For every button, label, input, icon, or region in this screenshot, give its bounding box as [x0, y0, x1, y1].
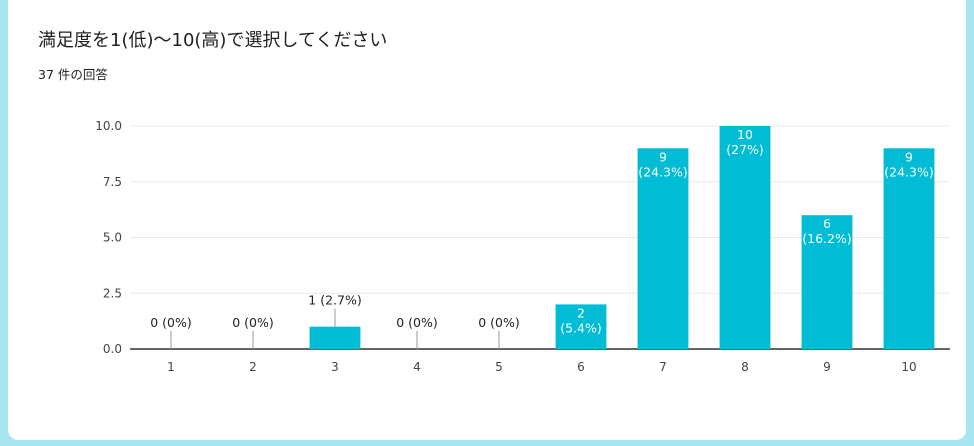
data-label: 10 (27%): [726, 127, 764, 157]
x-tick-label: 1: [167, 360, 175, 374]
x-tick-label: 9: [823, 360, 831, 374]
x-tick-label: 10: [901, 360, 916, 374]
y-tick-label: 7.5: [103, 175, 122, 189]
x-tick-label: 6: [577, 360, 585, 374]
y-tick-label: 10.0: [95, 119, 122, 133]
x-tick-label: 2: [249, 360, 257, 374]
bar: [801, 215, 853, 349]
data-label: 0 (0%): [396, 315, 438, 330]
x-tick-label: 4: [413, 360, 421, 374]
question-card: 満足度を1(低)〜10(高)で選択してください 37 件の回答 0.0 2.5 5.…: [8, 0, 966, 440]
response-count: 37 件の回答: [38, 67, 108, 82]
data-label: 1 (2.7%): [308, 293, 361, 308]
data-label: 2 (5.4%): [560, 305, 602, 335]
x-tick-label: 3: [331, 360, 339, 374]
data-label: 0 (0%): [478, 315, 520, 330]
question-title: 満足度を1(低)〜10(高)で選択してください: [38, 30, 388, 51]
data-label: 0 (0%): [232, 315, 274, 330]
bar: [719, 126, 771, 349]
x-tick-label: 7: [659, 360, 667, 374]
y-tick-label: 5.0: [103, 231, 122, 245]
y-tick-label: 2.5: [103, 286, 122, 300]
y-tick-label: 0.0: [103, 342, 122, 356]
x-tick-label: 5: [495, 360, 503, 374]
data-label: 0 (0%): [150, 315, 192, 330]
x-tick-label: 8: [741, 360, 749, 374]
bar: [637, 148, 689, 349]
data-label: 9 (24.3%): [884, 149, 933, 179]
bar-chart: 0.0 2.5 5.0 7.5 10.0 1 0 (0%) 2 0 (0%) 3 1 (2.7%) 4…: [95, 119, 950, 374]
bar: [309, 326, 361, 349]
data-label: 6 (16.2%): [802, 216, 851, 246]
data-label: 9 (24.3%): [638, 149, 687, 179]
bar: [555, 304, 607, 349]
bar: [883, 148, 935, 349]
